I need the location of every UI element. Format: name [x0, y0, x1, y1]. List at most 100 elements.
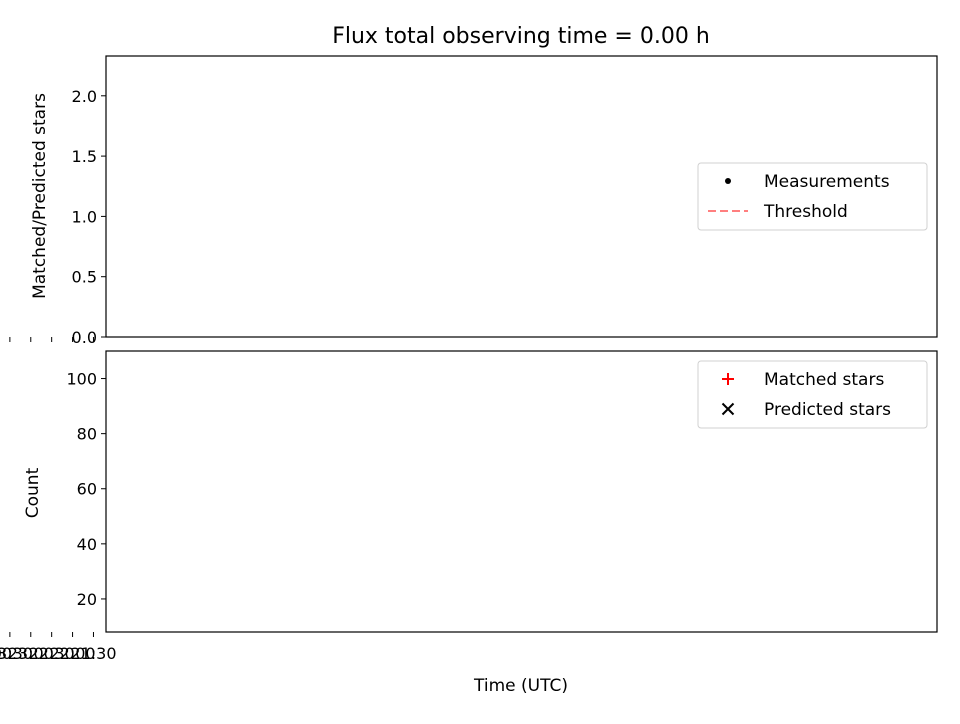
predicted-stars-point: [41, 604, 52, 615]
y-tick-label: 2.0: [72, 87, 97, 106]
legend-swatch: [722, 373, 734, 385]
y-tick-label: 0.0: [72, 328, 97, 347]
matched-stars-point: [71, 571, 83, 583]
matched-stars-point: [44, 585, 56, 597]
matched-stars-point: [85, 557, 97, 569]
measurements-point: [85, 75, 91, 81]
matched-stars-point: [58, 593, 70, 605]
predicted-stars-point: [0, 516, 10, 527]
measurements-point: [29, 334, 35, 340]
x-tick-label: 22:30: [29, 644, 75, 663]
matched-stars-point: [30, 593, 42, 605]
matched-stars-point: [0, 403, 10, 415]
y-tick-label: 20: [77, 590, 97, 609]
matched-stars-point: [78, 571, 90, 583]
predicted-stars-point: [51, 613, 62, 624]
predicted-stars-point: [89, 569, 100, 580]
legend: Matched stars Predicted stars: [697, 360, 928, 429]
axes-frame: [105, 55, 938, 338]
matched-stars-point: [2, 356, 14, 368]
legend-label-matched-stars: Matched stars: [764, 370, 884, 390]
matched-stars-point: [5, 370, 17, 382]
matched-stars-point: [12, 419, 24, 431]
predicted-stars-point: [44, 610, 55, 621]
measurements-point: [92, 171, 98, 177]
matched-stars-point: [0, 455, 1, 467]
measurements-point: [61, 193, 67, 199]
predicted-stars-point: [30, 615, 41, 626]
legend-box: [697, 360, 928, 429]
x-tick-label: 21:30: [70, 644, 116, 663]
matched-stars-point: [19, 521, 31, 533]
matched-stars-point: [51, 574, 63, 586]
measurements-point: [5, 67, 11, 73]
matched-stars-point: [33, 565, 45, 577]
measurements-point: [88, 192, 94, 198]
matched-stars-point: [61, 571, 73, 583]
measurements-point: [22, 183, 28, 189]
matched-stars-point: [47, 574, 59, 586]
measurements-point: [0, 118, 4, 124]
matched-stars-point: [23, 557, 35, 569]
y-tick-label: 40: [77, 535, 97, 554]
matched-stars-point: [37, 541, 49, 553]
measurements-point: [57, 183, 63, 189]
predicted-stars-point: [16, 547, 27, 558]
chart-title: Flux total observing time = 0.00 h: [332, 24, 710, 49]
predicted-stars-point: [37, 580, 48, 591]
legend-box: [697, 162, 928, 231]
matched-stars-point: [64, 571, 76, 583]
measurements-point: [12, 95, 18, 101]
x-tick-label: 00:00: [0, 644, 12, 663]
bottom-y-axis-label: Count: [23, 467, 43, 518]
y-tick-label: 0.5: [72, 268, 97, 287]
predicted-stars-point: [34, 604, 45, 615]
bottom-panel: 20 40 60 80 100 21:3022:0022:3023:0023:3000:0…: [0, 350, 938, 663]
measurements-point: [19, 110, 25, 116]
x-axis-label: Time (UTC): [473, 676, 568, 696]
y-tick-label: 1.5: [72, 147, 97, 166]
predicted-stars-point: [55, 571, 66, 582]
x-tick-label: 23:00: [8, 644, 54, 663]
y-tick-label: 60: [77, 480, 97, 499]
matched-stars-point: [82, 571, 94, 583]
top-y-axis-label: Matched/Predicted stars: [30, 93, 50, 299]
matched-stars-point: [0, 455, 7, 467]
measurements-point: [95, 189, 101, 195]
measurements-point: [64, 334, 70, 340]
predicted-stars-point: [58, 602, 69, 613]
matched-stars-point: [54, 552, 66, 564]
predicted-stars-point: [82, 613, 93, 624]
matched-stars-point: [9, 397, 21, 409]
predicted-stars-point: [86, 571, 97, 582]
measurements-point: [54, 83, 60, 89]
predicted-stars-point: [13, 530, 24, 541]
predicted-stars-point: [9, 522, 20, 533]
plot-area: [0, 67, 101, 340]
legend: Measurements Threshold: [697, 162, 928, 231]
y-tick-label: 80: [77, 425, 97, 444]
x-tick-label: 23:30: [0, 644, 33, 663]
predicted-stars-point: [0, 541, 6, 552]
predicted-stars-point: [20, 547, 31, 558]
measurements-point: [43, 86, 49, 92]
legend-swatch: [725, 178, 731, 184]
x-tick-label: 22:00: [50, 644, 96, 663]
legend-label-measurements: Measurements: [764, 172, 890, 192]
legend-swatch: [721, 402, 735, 416]
matched-stars-point: [75, 571, 87, 583]
y-tick-label: 1.0: [72, 207, 97, 226]
measurements-point: [1, 111, 7, 117]
measurements-point: [15, 102, 21, 108]
y-tick-label: 100: [66, 370, 97, 389]
top-panel: 0.0 0.5 1.0 1.5 2.0 Measurements Threshold: [0, 55, 938, 347]
measurements-point: [8, 81, 14, 87]
matched-stars-point: [26, 593, 38, 605]
matched-stars-point: [40, 557, 52, 569]
predicted-stars-point: [23, 577, 34, 588]
matched-stars-point: [0, 455, 2, 467]
legend-label-predicted-stars: Predicted stars: [764, 400, 891, 420]
predicted-stars-point: [2, 516, 13, 527]
